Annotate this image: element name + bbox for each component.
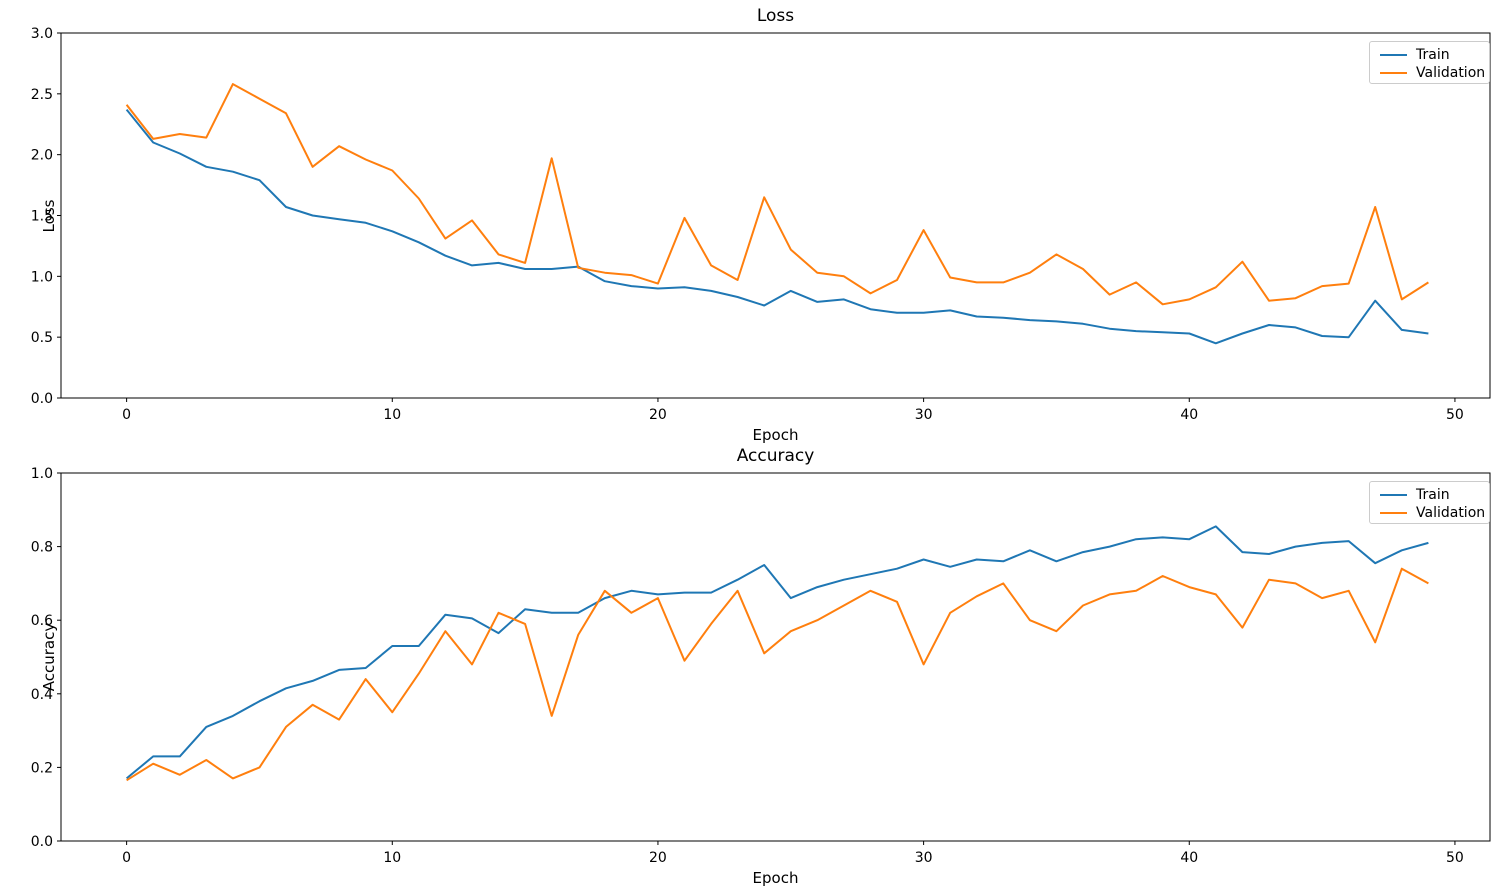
loss-y-tick-label: 2.5	[31, 87, 53, 103]
accuracy-x-tick-label: 30	[915, 850, 933, 866]
legend-label-validation: Validation	[1416, 65, 1486, 81]
legend-entry-validation: Validation	[1376, 64, 1486, 82]
accuracy-x-tick-label: 40	[1180, 850, 1198, 866]
accuracy-x-axis-label: Epoch	[752, 869, 799, 887]
loss-x-tick-label: 50	[1446, 407, 1464, 423]
loss-y-tick-label: 1.0	[31, 269, 53, 285]
accuracy-x-tick-label: 20	[649, 850, 667, 866]
accuracy-y-tick-label: 0.6	[31, 613, 53, 629]
loss-chart-title: Loss	[756, 6, 795, 26]
legend-entry-validation: Validation	[1376, 504, 1486, 522]
loss-y-tick-label: 0.0	[31, 391, 53, 407]
accuracy-y-axis-label: Accuracy	[40, 622, 58, 692]
loss-legend: Train Validation	[1369, 41, 1490, 84]
accuracy-y-tick-label: 0.2	[31, 760, 53, 776]
accuracy-y-tick-label: 0.8	[31, 540, 53, 556]
loss-y-tick-label: 0.5	[31, 330, 53, 346]
loss-x-tick-label: 30	[915, 407, 933, 423]
legend-line-validation-icon	[1380, 512, 1407, 514]
loss-x-tick-label: 0	[122, 407, 131, 423]
legend-entry-train: Train	[1376, 486, 1483, 504]
loss-x-tick-label: 40	[1180, 407, 1198, 423]
accuracy-y-tick-label: 1.0	[31, 466, 53, 482]
accuracy-y-tick-label: 0.0	[31, 834, 53, 850]
accuracy-chart-title: Accuracy	[736, 446, 815, 466]
accuracy-y-tick-label: 0.4	[31, 687, 53, 703]
loss-y-axis-label: Loss	[40, 199, 58, 233]
loss-x-tick-label: 10	[383, 407, 401, 423]
legend-line-validation-icon	[1380, 72, 1407, 74]
accuracy-x-tick-label: 0	[122, 850, 131, 866]
legend-line-train-icon	[1380, 494, 1407, 496]
loss-validation-line	[125, 83, 1429, 306]
accuracy-legend: Train Validation	[1369, 481, 1490, 524]
loss-y-tick-label: 1.5	[31, 209, 53, 225]
accuracy-x-tick-label: 50	[1446, 850, 1464, 866]
accuracy-train-line	[125, 525, 1429, 780]
accuracy-validation-line	[126, 567, 1429, 782]
accuracy-plot-border	[60, 472, 1491, 842]
legend-line-train-icon	[1380, 54, 1407, 56]
legend-label-train: Train	[1416, 47, 1450, 63]
loss-plot-border	[60, 32, 1491, 399]
accuracy-x-tick-label: 10	[383, 850, 401, 866]
legend-entry-train: Train	[1376, 46, 1483, 64]
loss-train-line	[125, 108, 1429, 345]
loss-y-tick-label: 3.0	[31, 26, 53, 42]
legend-label-train: Train	[1416, 487, 1450, 503]
loss-x-tick-label: 20	[649, 407, 667, 423]
legend-label-validation: Validation	[1416, 505, 1486, 521]
loss-y-tick-label: 2.0	[31, 148, 53, 164]
loss-x-axis-label: Epoch	[752, 426, 799, 444]
